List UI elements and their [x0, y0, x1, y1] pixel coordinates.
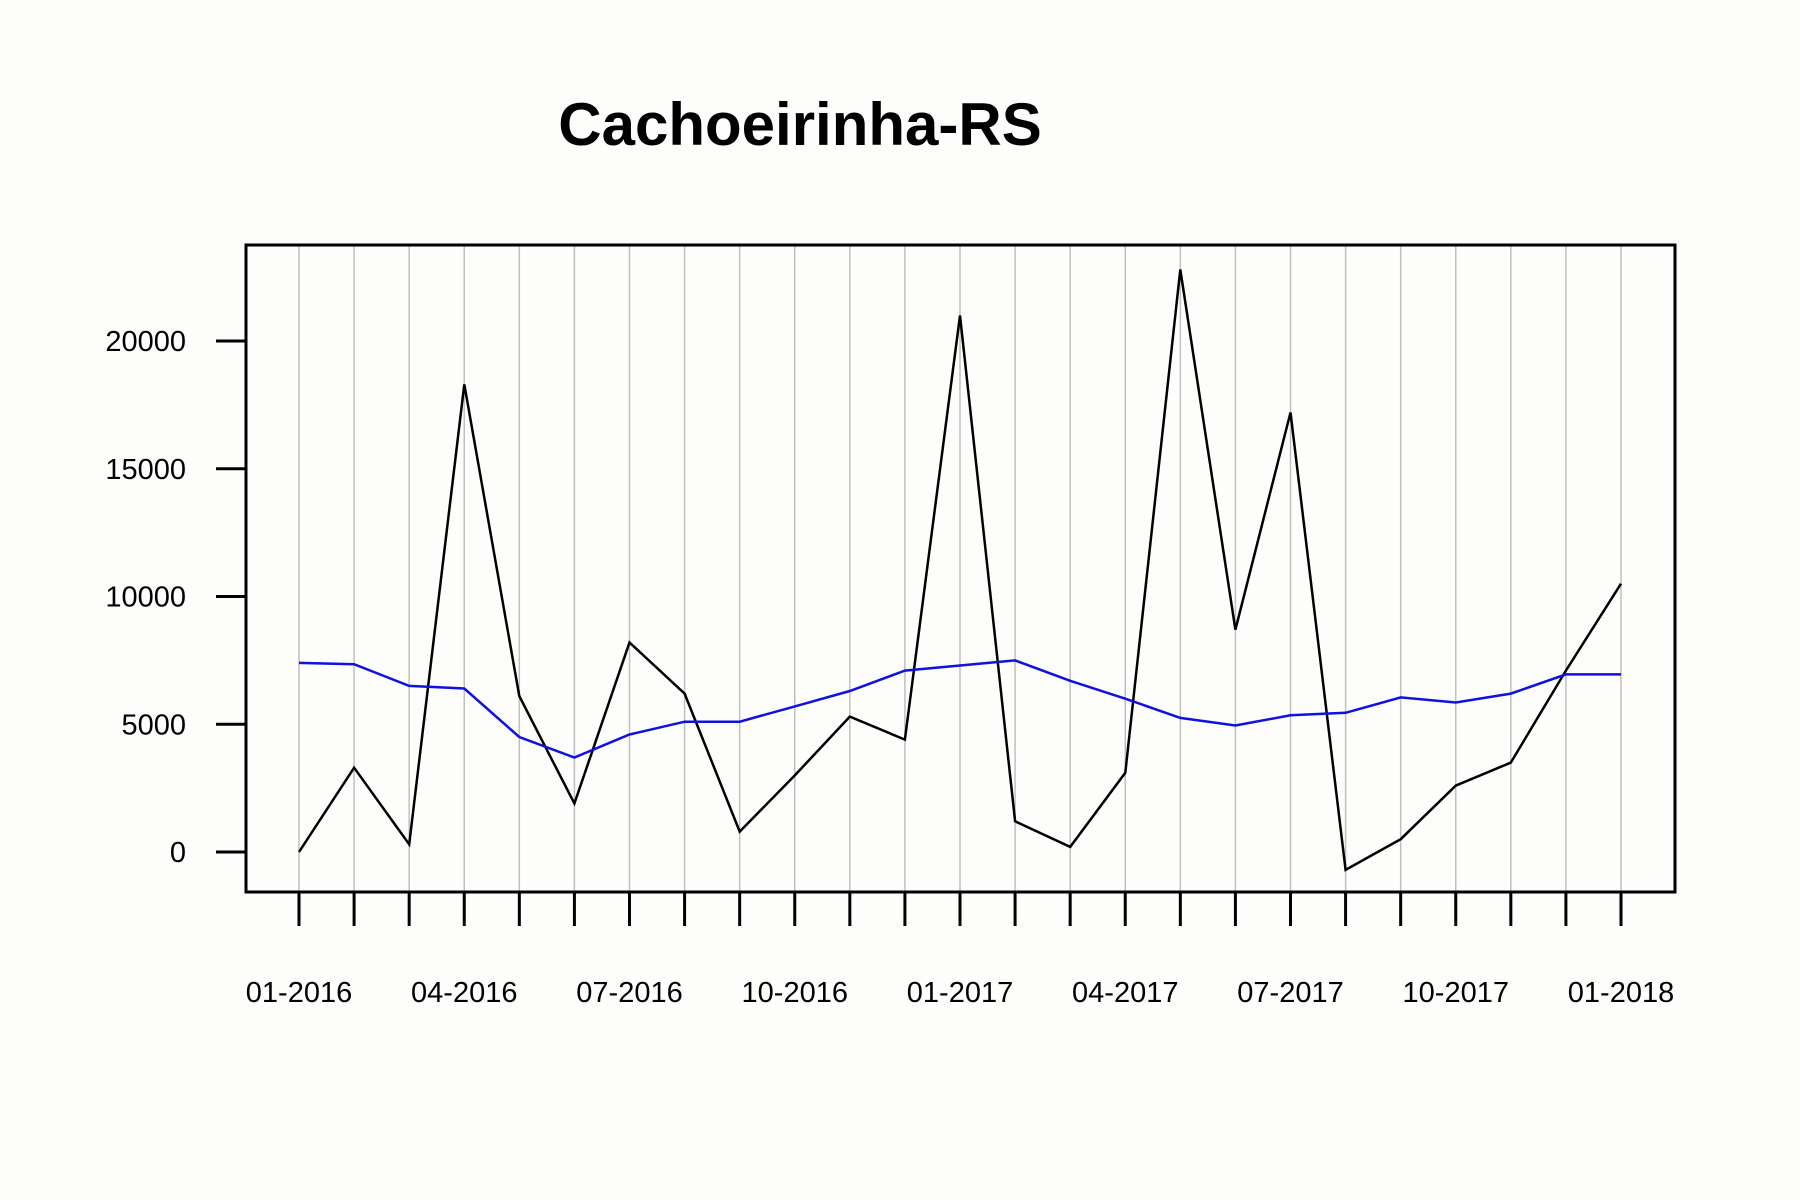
x-tick-label-01-2018: 01-2018	[1568, 977, 1674, 1009]
series-line-1	[297, 269, 1623, 872]
grid	[298, 245, 1622, 892]
y-tick-label-20000: 20000	[105, 326, 186, 358]
x-axis: 01-2016 04-2016 07-2016 10-2016 01-2017 04-20…	[246, 892, 1674, 1009]
y-tick-label-0: 0	[170, 837, 186, 869]
x-tick-label-01-2017: 01-2017	[907, 977, 1013, 1009]
x-tick-label-07-2016: 07-2016	[576, 977, 682, 1009]
y-tick-label-5000: 5000	[121, 709, 186, 741]
y-axis: 0 5000 10000 15000 20000	[105, 326, 246, 869]
y-tick-label-15000: 15000	[105, 454, 186, 486]
y-tick-label-10000: 10000	[105, 582, 186, 614]
x-tick-label-04-2016: 04-2016	[411, 977, 517, 1009]
series-group	[297, 269, 1623, 872]
chart-title: Cachoeirinha-RS	[558, 91, 1041, 158]
x-tick-label-04-2017: 04-2017	[1072, 977, 1178, 1009]
x-tick-label-10-2017: 10-2017	[1403, 977, 1509, 1009]
x-tick-label-10-2016: 10-2016	[742, 977, 848, 1009]
x-tick-label-01-2016: 01-2016	[246, 977, 352, 1009]
x-tick-label-07-2017: 07-2017	[1237, 977, 1343, 1009]
series-line-2	[298, 659, 1621, 759]
